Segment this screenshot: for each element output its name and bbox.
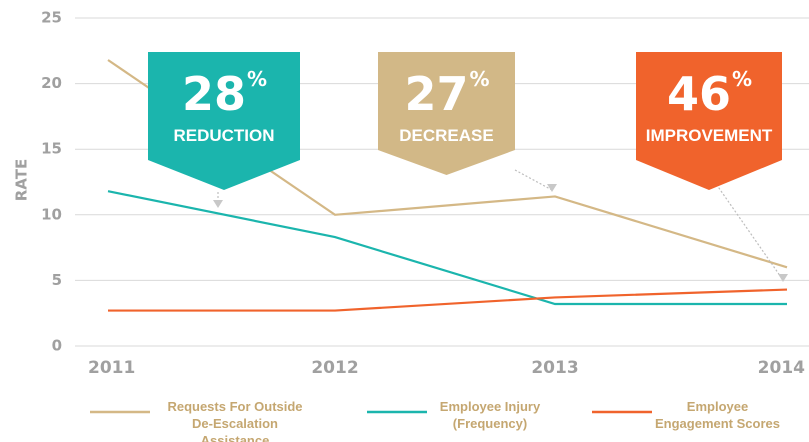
x-tick-label: 2013	[531, 358, 578, 378]
callout-arrow	[704, 167, 784, 281]
x-tick-label: 2011	[88, 358, 135, 378]
callout-arrow	[514, 169, 553, 191]
callout-number: 46	[667, 67, 731, 121]
callout-arrowhead	[547, 184, 557, 192]
callout-arrowhead	[778, 274, 788, 282]
y-tick-label: 5	[52, 271, 62, 289]
y-tick-label: 20	[41, 74, 62, 92]
callout-suffix: %	[469, 67, 489, 91]
callout-label: IMPROVEMENT	[646, 126, 773, 145]
y-axis-label: RATE	[13, 159, 31, 201]
y-tick-label: 15	[41, 140, 62, 158]
callout-box	[378, 52, 515, 175]
x-tick-label: 2012	[311, 358, 358, 378]
callout-box	[148, 52, 300, 190]
series-line	[108, 288, 788, 312]
callout-arrowhead	[213, 200, 223, 208]
y-tick-label: 25	[41, 9, 62, 27]
series-line	[107, 190, 787, 306]
callout-number: 27	[404, 67, 468, 121]
legend-label: Employee Engagement Scores	[655, 399, 780, 431]
callout-suffix: %	[732, 67, 752, 91]
y-tick-label: 0	[52, 337, 62, 355]
callout-label: DECREASE	[399, 126, 493, 145]
x-tick-label: 2014	[758, 358, 805, 378]
callout-label: REDUCTION	[173, 126, 274, 145]
callout-box	[636, 52, 782, 190]
y-tick-label: 10	[41, 205, 62, 223]
legend-label: Employee Injury (Frequency)	[439, 399, 541, 431]
callout-number: 28	[182, 67, 246, 121]
legend-label: Requests For Outside De-Escalation Assis…	[167, 399, 303, 442]
callout-suffix: %	[247, 67, 267, 91]
